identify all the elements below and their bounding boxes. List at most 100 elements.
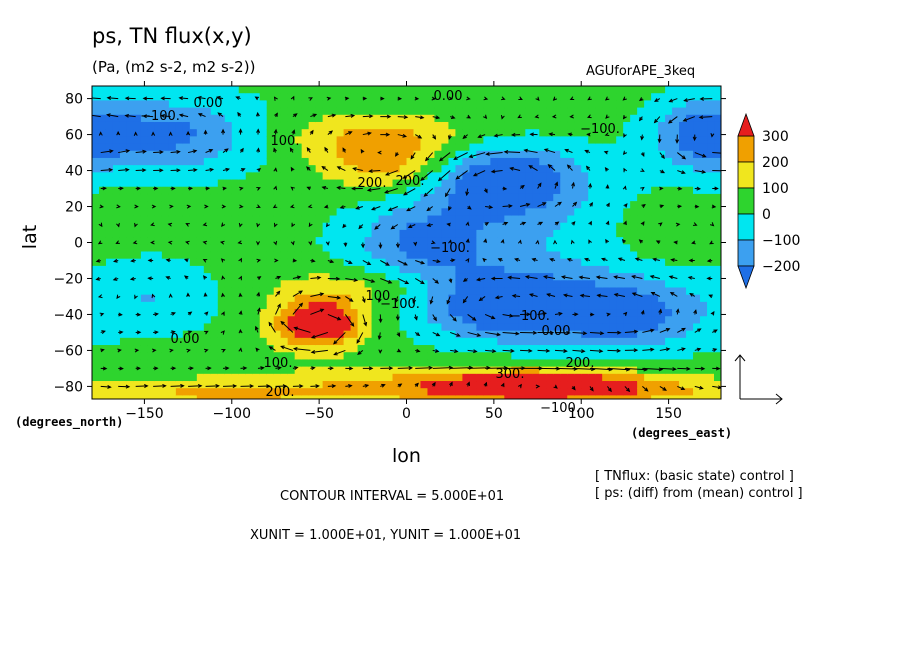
field-cell [406,229,415,238]
field-cell [427,301,436,310]
field-cell [175,165,184,173]
field-cell [420,273,429,281]
field-cell [532,251,540,260]
flux-vector [415,116,424,119]
field-cell [630,294,638,303]
field-cell [644,287,652,296]
field-cell [385,157,394,166]
field-cell [406,251,415,260]
field-cell [105,114,114,123]
field-cell [92,208,100,217]
field-cell [378,280,387,289]
field-cell [679,121,687,130]
field-cell [168,100,177,109]
field-cell [462,179,470,188]
field-cell [189,150,198,159]
field-cell [294,100,303,109]
field-cell [700,330,708,339]
field-cell [707,186,715,195]
field-cell [196,301,205,310]
field-cell [259,337,268,346]
field-cell [147,121,156,130]
flux-vector-head [336,316,342,321]
field-cell [707,201,715,209]
field-cell [700,244,708,253]
field-cell [175,86,184,94]
field-cell [567,244,575,253]
flux-vector-head [448,206,452,211]
flux-vector-head [273,185,278,191]
field-cell [175,121,184,130]
field-cell [203,294,212,303]
field-cell [574,143,582,152]
field-cell [112,179,121,188]
field-cell [476,309,484,317]
flux-vector-head [589,201,594,207]
flux-vector-head [289,204,295,209]
field-cell [92,93,100,101]
flux-vector-head [208,149,214,153]
flux-vector [294,327,311,333]
field-cell [245,301,254,310]
field-cell [546,93,554,101]
field-cell [441,222,450,231]
flux-vector-head [395,152,399,157]
field-cell [714,201,721,209]
field-cell [504,186,512,195]
field-cell [455,215,464,224]
field-cell [336,352,345,361]
field-cell [651,251,659,260]
field-cell [658,395,666,399]
field-cell [343,222,352,231]
field-cell [707,273,715,281]
field-cell [448,373,457,382]
field-cell [322,136,331,145]
field-cell [378,359,387,368]
field-cell [616,373,624,382]
field-cell [448,265,457,274]
field-cell [616,395,624,399]
field-cell [623,136,631,145]
field-cell [441,287,450,296]
field-cell [714,121,721,130]
field-cell [420,359,429,368]
field-cell [511,143,519,152]
field-cell [273,316,282,325]
field-cell [539,157,547,166]
field-cell [406,172,415,181]
field-cell [175,201,184,209]
field-cell [679,229,687,238]
flux-vector-head [204,204,209,209]
field-cell [413,222,422,231]
field-cell [238,294,247,303]
field-cell [92,150,100,159]
field-cell [280,86,289,94]
field-cell [420,381,429,389]
field-cell [483,316,491,325]
field-cell [483,251,491,260]
field-cell [126,366,135,375]
flux-vector-head [202,240,208,245]
field-cell [553,165,561,173]
field-cell [441,280,450,289]
field-cell [595,114,603,123]
field-cell [224,388,233,397]
field-cell [168,316,177,325]
field-cell [182,330,191,339]
field-cell [574,244,582,253]
field-cell [294,179,303,188]
field-cell [434,337,443,346]
field-cell [644,208,652,217]
field-cell [483,294,491,303]
field-cell [259,359,268,368]
flux-vector [589,331,604,334]
field-cell [567,107,575,116]
field-cell [371,316,380,325]
field-cell [161,381,170,389]
field-cell [714,323,721,332]
field-cell [665,352,673,361]
field-cell [147,345,156,353]
field-cell [560,359,568,368]
field-cell [672,294,680,303]
field-cell [623,157,631,166]
